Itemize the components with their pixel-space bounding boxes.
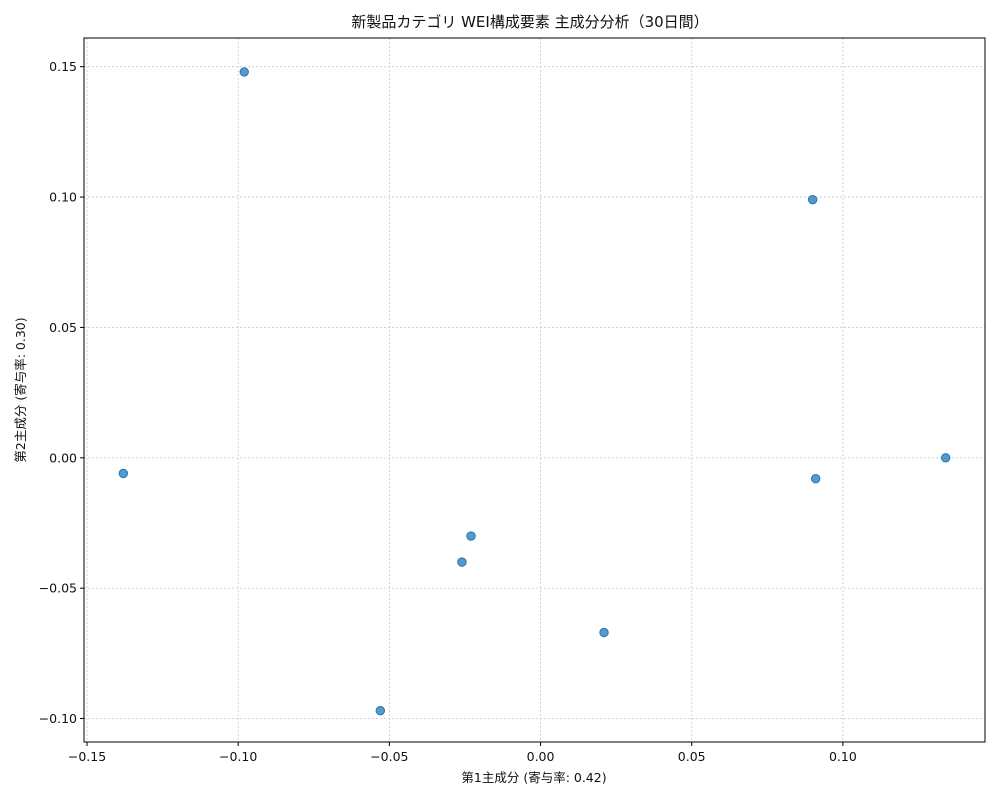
y-tick-label: 0.10 [49, 190, 77, 205]
scatter-point [375, 706, 386, 716]
scatter-point [239, 67, 249, 77]
x-axis: −0.15 −0.10 −0.05 0.00 0.05 0.10 [68, 742, 857, 764]
x-axis-label: 第1主成分 (寄与率: 0.42) [461, 770, 606, 785]
scatter-point [457, 557, 467, 567]
y-tick-label: 0.15 [49, 59, 77, 74]
scatter-point [466, 531, 476, 541]
scatter-point [940, 453, 951, 463]
chart-title: 新製品カテゴリ WEI構成要素 主成分分析（30日間） [351, 13, 708, 31]
y-axis-label: 第2主成分 (寄与率: 0.30) [13, 317, 28, 462]
y-tick-label: 0.05 [49, 320, 77, 335]
grid [84, 38, 985, 742]
y-tick-label: −0.10 [39, 711, 77, 726]
x-tick-label: 0.00 [527, 749, 555, 764]
plot-frame [83, 37, 986, 743]
scatter-point [118, 468, 129, 479]
x-tick-label: −0.05 [370, 749, 408, 764]
y-tick-label: −0.05 [39, 581, 77, 596]
x-tick-label: −0.10 [219, 749, 257, 764]
x-tick-label: 0.10 [829, 749, 857, 764]
y-axis: −0.10 −0.05 0.00 0.05 0.10 0.15 [39, 59, 84, 726]
scatter-point [810, 473, 821, 484]
y-tick-label: 0.00 [49, 450, 77, 465]
scatter-point [807, 194, 818, 205]
data-points [118, 67, 951, 716]
x-tick-label: −0.15 [68, 749, 106, 764]
scatter-point [599, 627, 609, 638]
x-tick-label: 0.05 [678, 749, 706, 764]
